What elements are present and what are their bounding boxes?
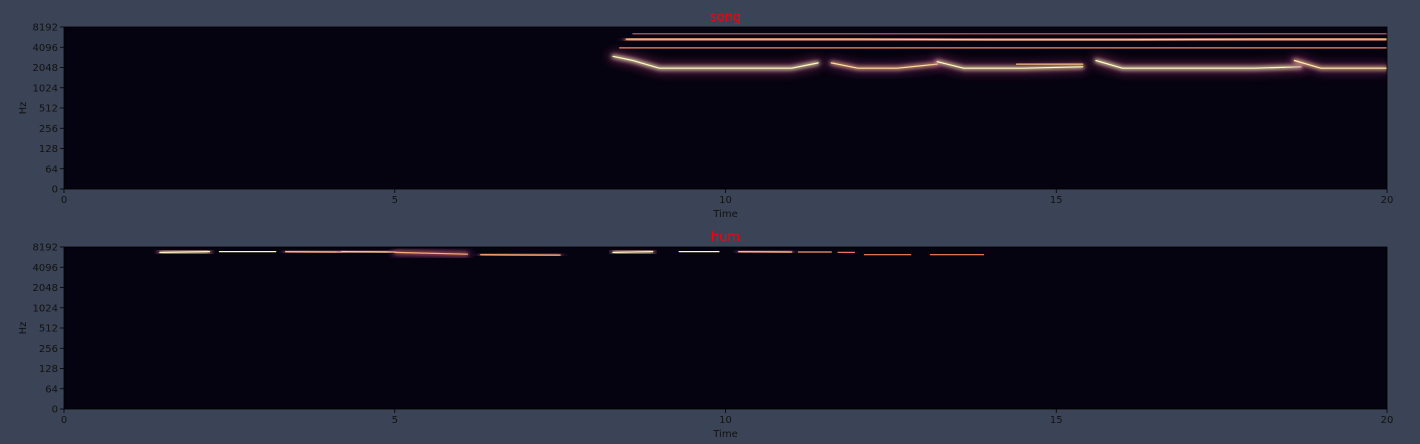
trace-core-0 — [612, 55, 819, 69]
x-axis-label: Time — [712, 429, 737, 440]
chart-title: hum — [711, 230, 740, 245]
y-tick-label: 64 — [45, 384, 58, 395]
trace-core-1 — [830, 62, 938, 69]
x-tick-label: 15 — [1050, 415, 1063, 426]
y-tick-label: 0 — [52, 405, 58, 416]
y-tick-label: 64 — [45, 164, 58, 175]
spectrogram-traces — [155, 247, 988, 260]
y-tick-label: 512 — [39, 324, 58, 335]
trace-core-5 — [1293, 59, 1387, 69]
trace-core-0 — [159, 251, 211, 253]
y-tick-label: 2048 — [33, 63, 58, 74]
y-tick-label: 8192 — [33, 243, 58, 254]
y-tick-label: 1024 — [33, 303, 58, 314]
x-tick-label: 10 — [719, 415, 732, 426]
x-tick-label: 20 — [1381, 195, 1394, 206]
trace-core-4 — [394, 251, 469, 255]
y-tick-label: 4096 — [33, 43, 58, 54]
y-tick-label: 2048 — [33, 283, 58, 294]
y-tick-label: 128 — [39, 364, 58, 375]
plot-area — [64, 247, 1387, 409]
y-tick-label: 8192 — [33, 23, 58, 34]
y-axis-label: Hz — [18, 102, 29, 115]
trace-core-6 — [625, 38, 1387, 41]
x-tick-label: 0 — [61, 415, 67, 426]
trace-core-6 — [612, 251, 654, 253]
chart-panel-song: song 0 5 10 15 20 Time 0 64 128 256 512 1024 2048 4096… — [18, 10, 1393, 220]
plot-area — [64, 27, 1387, 189]
y-tick-label: 1024 — [33, 83, 58, 94]
y-tick-label: 0 — [52, 185, 58, 196]
y-tick-label: 256 — [39, 344, 58, 355]
y-tick-label: 512 — [39, 104, 58, 115]
y-tick-label: 128 — [39, 144, 58, 155]
x-tick-label: 5 — [392, 415, 398, 426]
x-tick-label: 15 — [1050, 195, 1063, 206]
x-axis-label: Time — [712, 209, 737, 220]
chart-panel-hum: hum 0 5 10 15 20 Time 0 64 128 256 512 1024 2048 4096 8… — [18, 230, 1393, 440]
y-tick-label: 256 — [39, 124, 58, 135]
y-axis-label: Hz — [18, 322, 29, 335]
chart-title: song — [710, 10, 741, 25]
y-tick-label: 4096 — [33, 263, 58, 274]
x-tick-label: 5 — [392, 195, 398, 206]
x-tick-label: 0 — [61, 195, 67, 206]
spectrogram-traces — [608, 27, 1387, 73]
x-tick-label: 10 — [719, 195, 732, 206]
x-tick-label: 20 — [1381, 415, 1394, 426]
trace-core-4 — [1095, 59, 1302, 69]
